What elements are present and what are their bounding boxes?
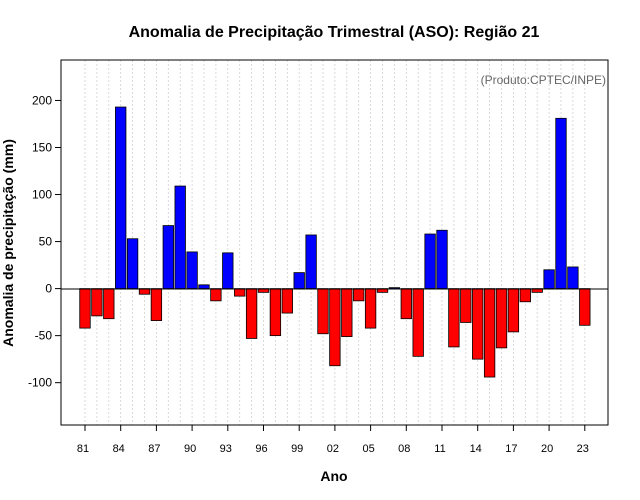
bar-1992: [210, 288, 222, 302]
bar-1995: [245, 288, 258, 339]
bar-1997: [269, 288, 282, 337]
bar-1998: [281, 288, 293, 314]
bar-2001: [317, 288, 329, 335]
bar-1991: [198, 284, 210, 289]
bar-2009: [412, 288, 424, 357]
bar-1993: [222, 252, 234, 290]
bar-2016: [495, 288, 508, 349]
y-tick-label: -100: [28, 376, 52, 390]
x-axis: 81 84 87 90 93 96 99 02 05 08 11 14 17 20 23: [77, 425, 589, 455]
bar-1983: [103, 288, 115, 320]
x-tick-label: 14: [470, 443, 482, 455]
bar-2010: [424, 233, 436, 289]
bar-2012: [448, 288, 460, 348]
bar-1989: [174, 185, 186, 289]
bar-1994: [234, 288, 246, 297]
x-tick-label: 96: [255, 443, 267, 455]
bar-1981: [79, 288, 91, 329]
bar-2013: [460, 288, 472, 323]
bar-2007: [388, 287, 401, 289]
y-tick-label: -50: [35, 329, 53, 343]
y-tick-label: 50: [39, 235, 53, 249]
x-tick-label: 81: [77, 443, 89, 455]
bar-2011: [436, 229, 448, 289]
x-tick-label: 02: [327, 443, 339, 455]
chart-title: Anomalia de Precipitação Trimestral (ASO…: [129, 24, 540, 41]
bar-2018: [519, 288, 531, 303]
bar-2021: [555, 117, 567, 289]
bar-1988: [162, 225, 174, 290]
bar-1984: [115, 106, 127, 289]
bar-2023: [579, 288, 591, 326]
y-axis-label: Anomalia de precipitação (mm): [0, 139, 16, 347]
x-tick-label: 08: [398, 443, 410, 455]
x-tick-label: 87: [148, 443, 160, 455]
x-tick-label: 99: [291, 443, 303, 455]
y-tick-label: 0: [45, 282, 52, 296]
x-axis-label: Ano: [320, 468, 347, 484]
bars: [79, 106, 591, 378]
x-tick-label: 90: [184, 443, 196, 455]
bar-1985: [126, 238, 139, 290]
x-tick-label: 93: [220, 443, 232, 455]
grid-lines: [84, 60, 586, 425]
x-tick-label: 84: [113, 443, 125, 455]
bar-2017: [507, 288, 520, 333]
bar-2002: [329, 288, 341, 367]
plot-frame: [60, 59, 609, 426]
x-tick-label: 05: [362, 443, 374, 455]
bar-2004: [353, 288, 365, 302]
bar-2020: [543, 269, 555, 289]
bar-1987: [150, 288, 163, 321]
y-tick-label: 150: [32, 140, 52, 154]
bar-2003: [341, 288, 353, 337]
y-tick-label: 200: [32, 93, 52, 107]
bar-2008: [400, 288, 412, 320]
bar-1999: [293, 272, 305, 289]
bar-1982: [91, 288, 103, 317]
bar-1990: [186, 251, 198, 290]
bar-2015: [483, 288, 496, 378]
credit-label: (Produto:CPTEC/INPE): [481, 73, 606, 87]
bar-2005: [364, 288, 377, 329]
x-tick-label: 20: [541, 443, 553, 455]
bar-2014: [472, 288, 484, 360]
x-tick-label: 23: [577, 443, 589, 455]
y-axis: -100 -50 0 50 100 150 200: [28, 93, 61, 390]
bar-2022: [567, 266, 579, 289]
x-tick-label: 11: [434, 443, 445, 455]
x-tick-label: 17: [505, 443, 517, 455]
y-tick-label: 100: [32, 188, 52, 202]
bar-2000: [305, 234, 317, 289]
